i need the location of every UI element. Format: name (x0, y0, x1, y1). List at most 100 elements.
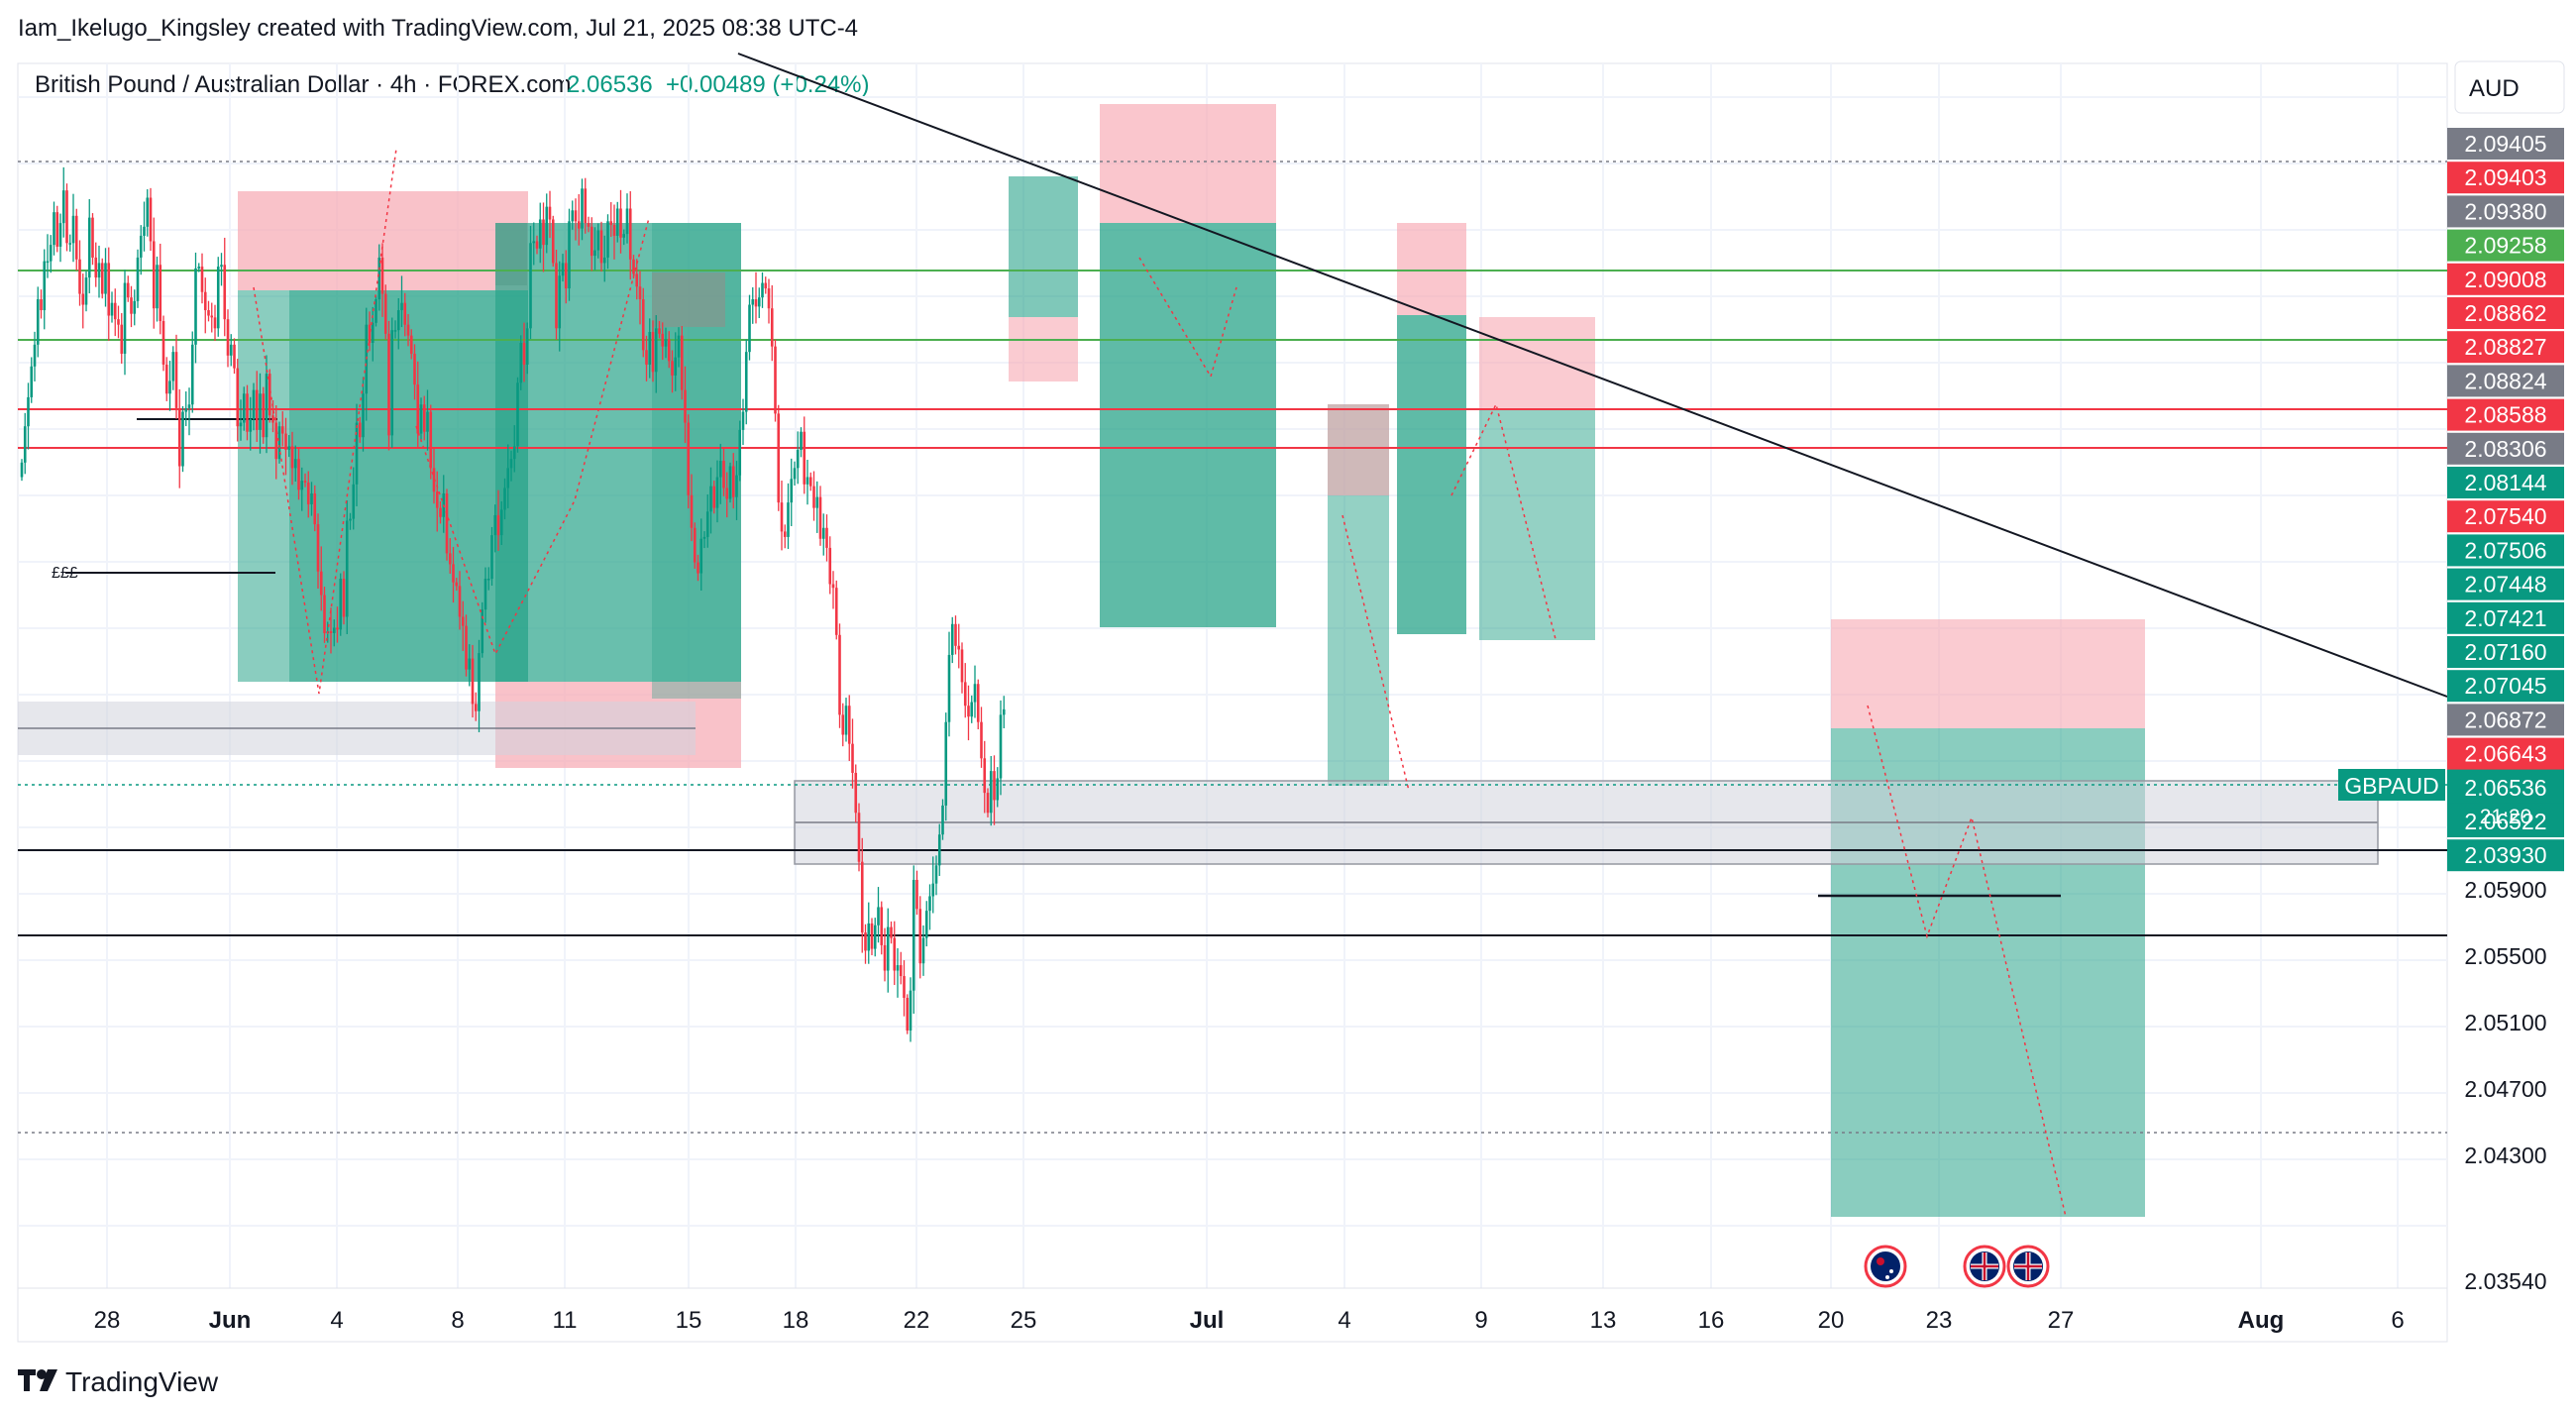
candle-body (661, 333, 665, 347)
candle-body (139, 235, 143, 258)
price-tag-label: 2.03930 (2464, 842, 2546, 868)
trade-zones (18, 104, 2379, 1217)
candle-body (246, 393, 249, 432)
flag-star (1885, 1275, 1889, 1279)
candle-body (259, 393, 262, 430)
uk-flag-icon[interactable] (2006, 1245, 2050, 1288)
candle-body (284, 433, 287, 451)
time-axis[interactable]: 28 Jun 4 8 11 15 18 22 25 Jul 4 9 13 16 20 23 27 Aug 6 (18, 1287, 2447, 1334)
australia-flag-icon[interactable] (1864, 1245, 1907, 1288)
candle-body (329, 631, 333, 633)
price-tag (2447, 365, 2564, 397)
projection-path (1867, 705, 2067, 1218)
candle-body (658, 328, 661, 334)
candle-body (400, 302, 403, 311)
candle-body (239, 422, 243, 427)
candle-body (130, 297, 133, 314)
price-tag-label: 2.09403 (2464, 164, 2546, 190)
candle-body (445, 492, 449, 554)
price-tag (2447, 432, 2564, 465)
candle-body (525, 328, 529, 365)
uk-flag-icon[interactable] (1963, 1245, 2006, 1288)
candle-body (821, 527, 825, 539)
candle-body (156, 265, 159, 309)
candle-body (43, 261, 47, 311)
time-tick-label: Aug (2238, 1307, 2285, 1334)
currency-box[interactable] (2454, 60, 2565, 114)
candle-body (323, 595, 326, 633)
candle-body (693, 527, 697, 563)
candle-body (867, 923, 871, 951)
target-zone (652, 223, 741, 699)
candle-body (705, 511, 709, 537)
candle-body (915, 880, 918, 910)
candle-body (741, 411, 745, 430)
candle-body (1002, 708, 1006, 715)
candle-body (483, 579, 487, 610)
candle-body (928, 896, 931, 912)
candle-body (33, 344, 37, 367)
candle-body (847, 706, 851, 744)
candle-body (606, 221, 609, 258)
candle-body (152, 241, 156, 309)
price-tag (2447, 162, 2564, 194)
price-axis[interactable]: 2.09405 2.09403 2.09380 2.09258 2.09008 2.088… (2338, 128, 2564, 1294)
candle-body (854, 772, 858, 814)
candle-body (545, 206, 549, 246)
candle-body (358, 422, 362, 438)
price-tag (2447, 670, 2564, 703)
candle-body (432, 468, 436, 492)
candle-body (171, 352, 175, 381)
candle-body (796, 450, 800, 469)
time-tick-label: 13 (1590, 1307, 1617, 1334)
price-tick-label: 2.04700 (2464, 1076, 2546, 1102)
candle-body (718, 461, 722, 478)
price-tag (2447, 737, 2564, 770)
candle-body (645, 350, 648, 365)
candle-body (468, 658, 472, 670)
candle-body (290, 446, 294, 469)
stop-zone (1328, 404, 1389, 495)
price-tag (2447, 636, 2564, 668)
countdown-label: 21:20 (2480, 806, 2532, 828)
candle-body (339, 579, 343, 630)
price-tag (2447, 601, 2564, 634)
trendline (737, 53, 2448, 698)
price-tag (2447, 771, 2564, 804)
candle-body (581, 188, 584, 229)
candle-body (287, 446, 291, 451)
candle-body (651, 332, 655, 373)
candle-body (49, 245, 53, 262)
candle-body (435, 491, 439, 508)
candle-body (844, 706, 848, 735)
candle-body (406, 324, 410, 336)
candle-body (712, 486, 716, 508)
candle-body (187, 404, 191, 408)
candle-body (671, 361, 674, 376)
price-tag (2447, 331, 2564, 364)
candle-body (383, 293, 387, 334)
candle-body (976, 684, 980, 722)
candle-body (561, 263, 565, 276)
price-tag (2447, 297, 2564, 329)
stop-zone (1009, 317, 1078, 381)
candle-body (860, 861, 864, 933)
time-tick-label: 8 (451, 1307, 464, 1334)
candle-body (918, 909, 922, 964)
candle-body (628, 208, 632, 260)
candle-body (635, 273, 639, 287)
candle-body (403, 302, 407, 325)
candle-body (973, 684, 977, 703)
candle-body (377, 257, 381, 300)
candle-body (255, 389, 259, 430)
candle-body (864, 932, 867, 951)
candle-body (46, 261, 50, 264)
price-tick-label: 2.05500 (2464, 943, 2546, 969)
candle-body (396, 310, 400, 331)
candle-body (161, 321, 165, 365)
time-tick-label: 16 (1698, 1307, 1725, 1334)
time-tick-label: 25 (1011, 1307, 1037, 1334)
price-tag-label: 2.09008 (2464, 267, 2546, 292)
candle-body (413, 353, 416, 385)
